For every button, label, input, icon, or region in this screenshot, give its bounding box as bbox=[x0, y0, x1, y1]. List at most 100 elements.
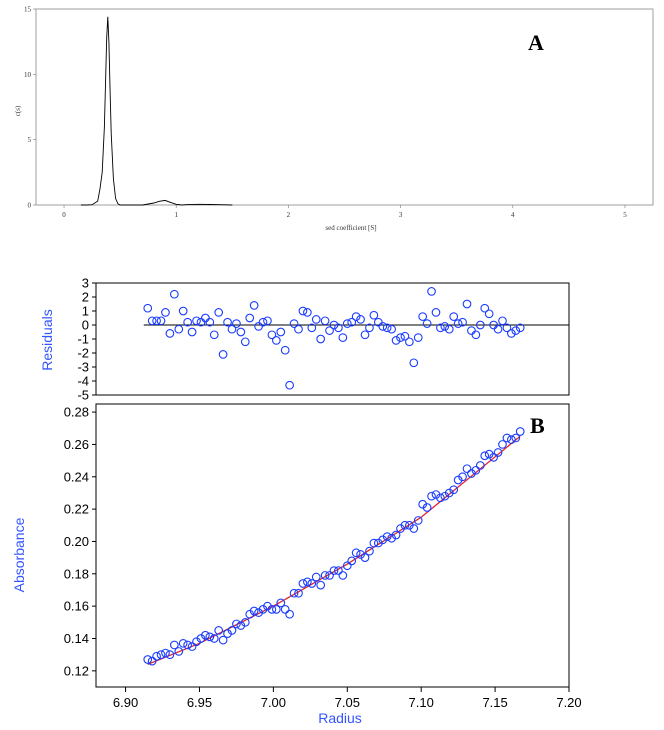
residual-point bbox=[285, 380, 294, 390]
residual-point bbox=[165, 329, 175, 338]
fit-data-point bbox=[515, 427, 525, 436]
residual-point bbox=[147, 316, 157, 326]
panel-a-ytick-label: 0 bbox=[28, 202, 32, 210]
residual-point bbox=[444, 324, 454, 334]
fit-data-point bbox=[227, 626, 237, 635]
residual-point bbox=[267, 330, 277, 340]
fit-data-point bbox=[183, 640, 192, 650]
residual-point bbox=[245, 313, 255, 323]
residual-point bbox=[236, 327, 246, 337]
residual-point bbox=[449, 312, 459, 321]
residual-point bbox=[436, 323, 445, 333]
residual-point bbox=[178, 306, 188, 316]
fit-data-point bbox=[320, 571, 330, 580]
fit-ytick-label: 0.16 bbox=[64, 599, 89, 614]
panel-b-fit: 0.28 0.26 0.24 0.22 0.20 0.18 0.16 0.14 0.12 6.90… bbox=[11, 403, 582, 726]
panel-a-letter: A bbox=[528, 30, 544, 55]
fit-data-point bbox=[400, 520, 410, 530]
residual-point bbox=[294, 324, 303, 334]
fit-data-point bbox=[449, 485, 459, 495]
residual-point bbox=[413, 333, 423, 342]
residual-point bbox=[382, 323, 392, 333]
fit-ytick-label: 0.20 bbox=[64, 534, 89, 549]
fit-data-point bbox=[205, 632, 215, 642]
fit-xtick-label: 7.15 bbox=[482, 695, 507, 710]
fit-ylabel: Absorbance bbox=[11, 517, 27, 592]
fit-ytick-label: 0.26 bbox=[64, 437, 89, 452]
residual-point bbox=[298, 306, 308, 316]
residuals-ytick-label: -1 bbox=[77, 332, 89, 347]
residual-point bbox=[183, 317, 192, 327]
panel-a-plot-area bbox=[35, 8, 654, 206]
residual-point bbox=[258, 317, 268, 327]
fit-ytick-label: 0.12 bbox=[64, 663, 89, 678]
residuals-points bbox=[143, 287, 525, 390]
residual-point bbox=[156, 316, 166, 326]
residual-point bbox=[307, 323, 317, 333]
residual-point bbox=[214, 308, 224, 317]
fit-data-point bbox=[480, 451, 490, 461]
fit-data-point bbox=[156, 650, 166, 660]
fit-data-point bbox=[351, 548, 361, 558]
panel-a-ytick-label: 10 bbox=[24, 71, 32, 79]
fit-data-point bbox=[489, 453, 498, 462]
fit-plot-area bbox=[95, 403, 570, 688]
fit-data-point bbox=[334, 566, 343, 575]
fit-xlabel: Radius bbox=[318, 710, 362, 726]
residual-point bbox=[303, 308, 312, 317]
residual-point bbox=[263, 316, 272, 326]
residual-point bbox=[431, 308, 441, 317]
fit-data-point bbox=[360, 553, 370, 562]
residual-point bbox=[475, 320, 485, 330]
residual-point bbox=[347, 317, 357, 327]
fit-data-point bbox=[240, 617, 250, 627]
residual-point bbox=[201, 313, 210, 323]
fit-data-point bbox=[382, 532, 392, 541]
residual-point bbox=[365, 323, 374, 333]
fit-data-point bbox=[143, 655, 153, 664]
fit-points bbox=[143, 427, 525, 666]
fit-data-point bbox=[502, 433, 512, 443]
fit-data-point bbox=[458, 472, 467, 482]
fit-data-point bbox=[187, 642, 197, 651]
residual-point bbox=[334, 323, 343, 333]
residuals-ytick-label: 2 bbox=[82, 290, 89, 305]
residual-point bbox=[152, 316, 161, 326]
residuals-ytick-label: -5 bbox=[77, 388, 89, 403]
residual-point bbox=[440, 322, 450, 331]
panel-a-ylabel: c(s) bbox=[14, 105, 22, 116]
fit-xtick-label: 7.10 bbox=[409, 695, 434, 710]
fit-ytick-label: 0.22 bbox=[64, 502, 89, 517]
panel-a-xlabel: sed coefficient [S] bbox=[325, 224, 376, 232]
fit-data-point bbox=[329, 566, 339, 575]
residual-point bbox=[280, 345, 290, 355]
fit-line bbox=[147, 435, 521, 666]
fit-data-point bbox=[475, 461, 485, 470]
fit-ticks: 0.28 0.26 0.24 0.22 0.20 0.18 0.16 0.14 0.12 6.90… bbox=[64, 405, 582, 710]
panel-b-letter: B bbox=[530, 413, 545, 438]
fit-data-point bbox=[342, 561, 352, 571]
fit-data-point bbox=[201, 630, 210, 640]
panel-a-xtick-label: 4 bbox=[511, 211, 515, 219]
residual-point bbox=[232, 319, 241, 328]
fit-xtick-label: 6.90 bbox=[113, 695, 138, 710]
panel-a-ytick-label: 5 bbox=[28, 136, 32, 144]
panel-a: 0 1 2 3 4 5 0 5 10 15 sed coefficient [S] c(s) A bbox=[14, 6, 654, 232]
residual-point bbox=[480, 303, 490, 313]
fit-data-point bbox=[214, 626, 224, 635]
residual-point bbox=[507, 329, 516, 338]
residual-point bbox=[467, 326, 476, 335]
residual-point bbox=[209, 330, 219, 340]
residual-point bbox=[169, 289, 179, 299]
residual-point bbox=[405, 337, 414, 347]
fit-xtick-label: 7.00 bbox=[261, 695, 286, 710]
fit-data-point bbox=[365, 546, 374, 556]
residuals-ytick-label: 0 bbox=[82, 318, 89, 333]
fit-data-point bbox=[289, 588, 299, 598]
residual-point bbox=[484, 309, 494, 319]
residuals-ytick-label: -4 bbox=[77, 374, 89, 389]
fit-data-point bbox=[276, 598, 286, 608]
fit-data-point bbox=[427, 491, 436, 501]
residuals-ylabel: Residuals bbox=[39, 309, 55, 370]
residual-point bbox=[471, 330, 481, 340]
